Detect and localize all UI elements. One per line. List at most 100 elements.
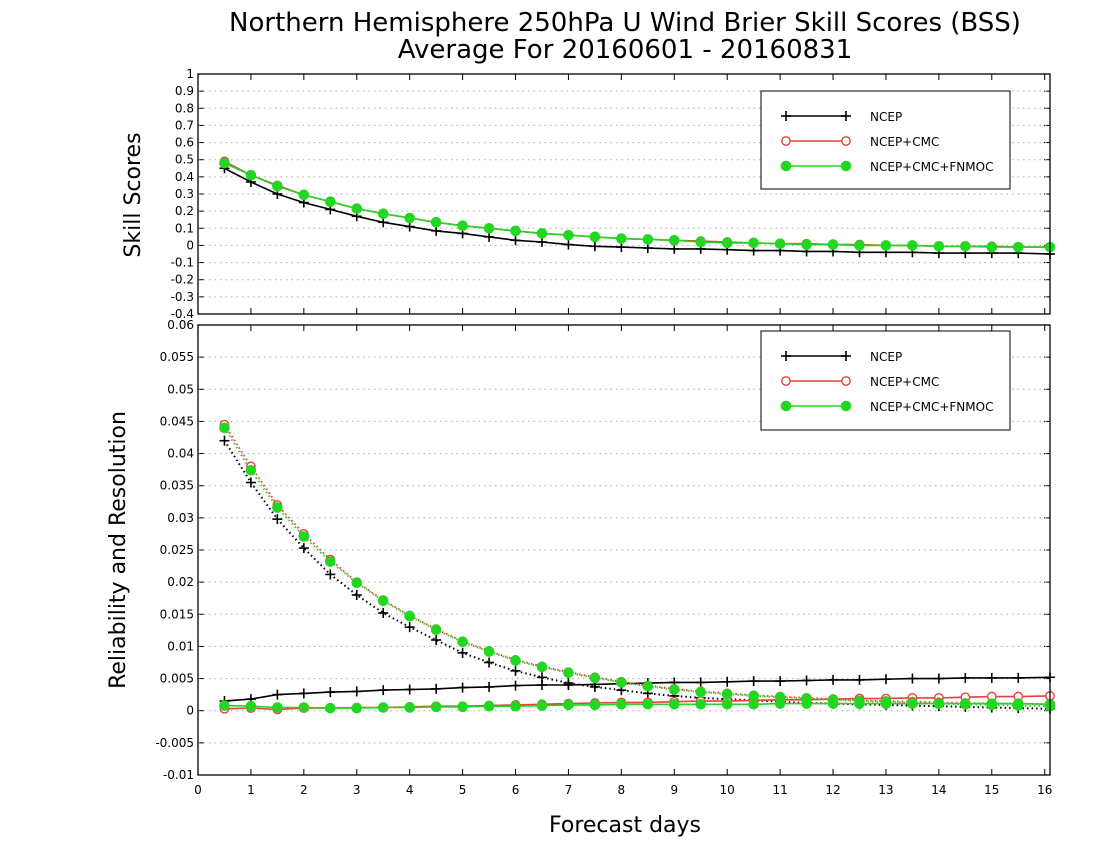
legend-entry-ncep: NCEP: [781, 350, 902, 364]
data-point-ncep-cmc-fnmoc: [695, 236, 707, 248]
data-point-ncep-cmc-fnmoc: [616, 698, 627, 710]
data-point-ncep: [298, 543, 309, 554]
legend-entry-ncep-cmc-fnmoc: NCEP+CMC+FNMOC: [780, 160, 993, 174]
series-ncep-cmc-fnmoc: [219, 157, 1056, 253]
x-tick-label: 10: [720, 783, 735, 797]
legend-entry-ncep-cmc: NCEP+CMC: [781, 375, 939, 389]
legend-marker: [840, 160, 852, 172]
top-y-tick-label: -0.4: [171, 307, 194, 321]
data-point-ncep-cmc-fnmoc: [642, 680, 654, 692]
x-tick-label: 4: [406, 783, 414, 797]
bottom-y-tick-label: 0.045: [160, 414, 194, 428]
data-point-ncep-cmc-fnmoc: [245, 169, 257, 181]
data-point-ncep-cmc-fnmoc: [563, 667, 574, 679]
x-tick-label: 11: [772, 783, 787, 797]
data-point-ncep-cmc-fnmoc: [986, 241, 998, 253]
data-point-ncep-cmc-fnmoc: [298, 189, 310, 201]
legend-marker: [841, 136, 851, 146]
series-line-ncep-cmc-fnmoc: [223, 427, 1051, 708]
top-y-tick-label: -0.1: [171, 256, 194, 270]
data-point-ncep: [589, 681, 600, 692]
data-point-ncep: [457, 682, 468, 693]
bottom-y-tick-label: 0.01: [167, 639, 194, 653]
bottom-y-tick-label: 0: [186, 704, 194, 718]
data-point-ncep-cmc-fnmoc: [854, 695, 865, 707]
data-point-ncep-cmc-fnmoc: [774, 238, 786, 250]
top-y-tick-label: 0.5: [175, 153, 194, 167]
top-legend: NCEP NCEP+CMC NCEP+CMC+FNMOC: [760, 90, 1011, 190]
data-point-ncep: [589, 241, 600, 252]
chart-title-line2: Average For 20160601 - 20160831: [398, 35, 853, 65]
legend-marker: [780, 160, 792, 172]
data-point-ncep-cmc-fnmoc: [483, 646, 495, 657]
data-point-ncep: [351, 590, 362, 600]
legend-box: [760, 90, 1011, 190]
bottom-y-tick-label: -0.005: [155, 736, 194, 750]
top-y-axis-label: Skill Scores: [121, 132, 146, 257]
data-point-ncep: [880, 674, 891, 685]
x-tick-label: 7: [565, 783, 573, 797]
x-tick-label: 13: [878, 783, 893, 797]
data-point-ncep-cmc-fnmoc: [616, 677, 627, 688]
legend-marker: [841, 376, 851, 386]
data-point-ncep-cmc-fnmoc: [272, 180, 283, 192]
data-point-ncep-cmc-fnmoc: [245, 464, 257, 476]
x-tick-label: 0: [194, 783, 202, 797]
x-tick-label: 2: [300, 783, 308, 797]
series-ncep-reliability: [219, 672, 1055, 707]
data-point-ncep: [404, 622, 415, 633]
data-point-ncep-cmc-fnmoc: [536, 700, 548, 711]
top-y-tick-label: 0.8: [175, 101, 194, 115]
data-point-ncep: [828, 674, 839, 685]
bottom-y-tick-label: 0.04: [167, 447, 194, 461]
bottom-y-tick-label: 0.02: [167, 575, 194, 589]
top-x-ticks: [197, 74, 1046, 314]
top-y-tick-label: 0.9: [175, 84, 194, 98]
data-point-ncep: [457, 647, 468, 658]
data-point-ncep-cmc-fnmoc: [748, 237, 759, 249]
data-point-ncep-cmc-fnmoc: [219, 157, 230, 169]
data-point-ncep-cmc-fnmoc: [721, 688, 733, 700]
top-y-tick-label: 0.2: [175, 204, 194, 218]
legend-entry-ncep-cmc-fnmoc: NCEP+CMC+FNMOC: [780, 400, 993, 414]
data-point-ncep-cmc-fnmoc: [907, 240, 918, 251]
top-y-tick-label: 0.1: [175, 221, 194, 235]
data-point-ncep: [245, 477, 256, 488]
legend-label: NCEP+CMC+FNMOC: [870, 400, 993, 414]
data-point-ncep-cmc-fnmoc: [933, 240, 945, 252]
data-point-ncep-cmc-fnmoc: [245, 700, 257, 712]
legend-marker: [781, 136, 791, 146]
data-point-ncep: [510, 235, 521, 246]
x-tick-label: 15: [984, 783, 999, 797]
data-point-ncep-cmc-fnmoc: [351, 577, 363, 589]
bottom-y-tick-label: -0.01: [163, 768, 194, 782]
data-point-ncep-cmc-fnmoc: [907, 697, 918, 709]
data-point-ncep: [854, 674, 865, 685]
data-point-ncep: [563, 239, 574, 250]
bottom-y-tick-label: 0.055: [160, 350, 194, 364]
data-point-ncep-cmc-fnmoc: [404, 212, 415, 224]
legend-marker: [840, 400, 852, 412]
data-point-ncep-cmc-fnmoc: [430, 701, 442, 713]
bottom-x-ticks: 0 1 2 3 4 5 6 7 8 9 10 11 12 13 14 15 16: [194, 325, 1052, 797]
data-point-ncep-cmc-fnmoc: [404, 610, 415, 622]
data-point-ncep-cmc-fnmoc: [774, 691, 786, 703]
legend-marker: [781, 376, 791, 386]
data-point-ncep-cmc-fnmoc: [457, 220, 468, 232]
series-ncep-resolution: [219, 435, 1055, 714]
legend-label: NCEP+CMC: [870, 135, 939, 149]
data-point-ncep: [404, 684, 415, 695]
data-point-ncep: [510, 680, 521, 691]
data-point-ncep-cmc-fnmoc: [272, 502, 283, 513]
data-point-ncep: [536, 672, 547, 683]
data-point-ncep: [748, 676, 759, 687]
data-point-ncep-cmc-fnmoc: [589, 231, 601, 243]
data-point-ncep-cmc-fnmoc: [457, 636, 468, 648]
data-point-ncep: [510, 665, 521, 676]
data-point-ncep: [563, 678, 574, 689]
data-point-ncep-cmc-fnmoc: [721, 237, 733, 249]
bottom-plot-frame: [197, 324, 1051, 776]
data-point-ncep: [695, 677, 706, 688]
data-point-ncep-cmc-fnmoc: [324, 702, 336, 714]
